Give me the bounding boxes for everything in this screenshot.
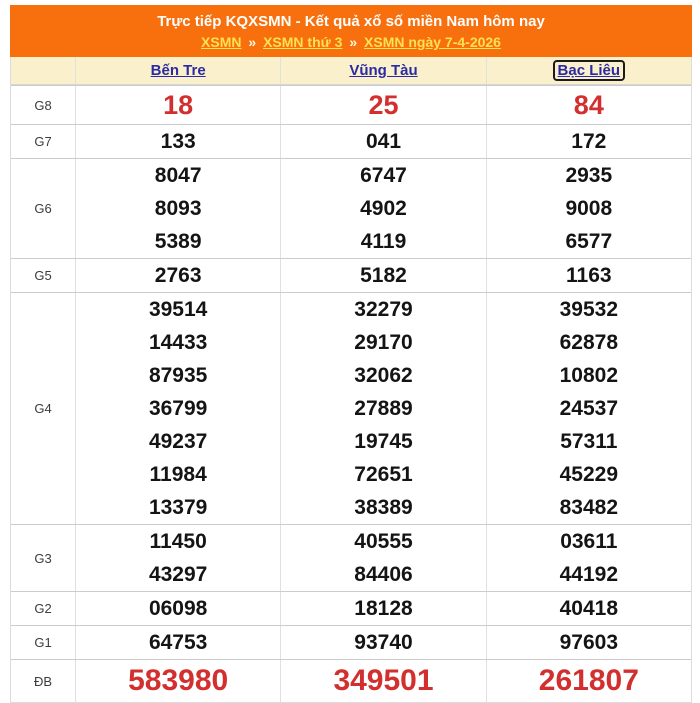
page-title: Trực tiếp KQXSMN - Kết quả xổ số miền Na…: [157, 13, 545, 30]
result-number: 041: [365, 130, 402, 153]
prize-label-g1: G1: [34, 635, 52, 650]
result-number: 36799: [148, 397, 208, 420]
lottery-widget: Trực tiếp KQXSMN - Kết quả xổ số miền Na…: [10, 5, 692, 703]
prize-row-g5: G5 2763 5182 1163: [11, 258, 691, 292]
banner: Trực tiếp KQXSMN - Kết quả xổ số miền Na…: [10, 5, 692, 57]
result-number: 6577: [565, 230, 613, 253]
prize-label-g4: G4: [34, 401, 52, 416]
result-number: 18: [163, 90, 194, 120]
prize-label-g8: G8: [34, 97, 52, 113]
province-link-ben-tre[interactable]: Bến Tre: [150, 62, 206, 79]
result-number: 40418: [559, 597, 619, 620]
breadcrumb: XSMN » XSMN thứ 3 » XSMN ngày 7-4-2026: [10, 32, 692, 52]
result-number: 29170: [354, 331, 413, 354]
corner-cell: [11, 57, 75, 84]
prize-label-g2: G2: [34, 601, 52, 616]
result-number: 10802: [559, 364, 619, 387]
province-header-bac-lieu: Bạc Liêu: [485, 57, 691, 84]
result-number: 2935: [565, 164, 613, 187]
result-number: 4119: [360, 230, 407, 253]
result-number: 97603: [559, 631, 619, 654]
results-table: Bến Tre Vũng Tàu Bạc Liêu G8 18 25 84 G7…: [10, 57, 692, 703]
result-number: 27889: [354, 397, 413, 420]
province-link-vung-tau[interactable]: Vũng Tàu: [349, 62, 418, 79]
result-number: 25: [368, 90, 399, 120]
result-number: 57311: [560, 430, 618, 453]
result-number: 32279: [354, 298, 413, 321]
prize-row-g1: G1 64753 93740 97603: [11, 625, 691, 659]
result-number: 14433: [148, 331, 208, 354]
result-number: 83482: [559, 496, 619, 519]
breadcrumb-link-xsmn[interactable]: XSMN: [201, 34, 242, 50]
breadcrumb-link-xsmn-thu-3[interactable]: XSMN thứ 3: [263, 34, 343, 50]
result-number: 19745: [354, 430, 413, 453]
province-header-ben-tre: Bến Tre: [75, 57, 280, 84]
result-number: 44192: [559, 563, 619, 586]
prize-label-db: ĐB: [33, 673, 53, 689]
result-number: 11450: [149, 530, 207, 553]
result-number: 8047: [154, 164, 202, 187]
result-number: 84406: [354, 563, 413, 586]
prize-row-g3: G3 11450 43297 40555 84406 03611 44192: [11, 524, 691, 591]
result-number: 6747: [360, 164, 407, 187]
result-number: 39514: [148, 298, 208, 321]
result-number: 9008: [565, 197, 613, 220]
result-number: 172: [571, 130, 607, 153]
result-number: 13379: [148, 496, 208, 519]
province-link-bac-lieu[interactable]: Bạc Liêu: [552, 60, 626, 81]
result-number: 133: [160, 130, 196, 153]
result-number: 87935: [148, 364, 208, 387]
breadcrumb-link-xsmn-ngay-7-4-2026[interactable]: XSMN ngày 7-4-2026: [364, 34, 501, 50]
result-number: 5182: [360, 264, 407, 287]
prize-label-g5: G5: [34, 268, 52, 283]
result-number: 349501: [333, 664, 434, 697]
province-header-row: Bến Tre Vũng Tàu Bạc Liêu: [11, 57, 691, 85]
prize-row-g7: G7 133 041 172: [11, 124, 691, 158]
result-number: 18128: [354, 597, 413, 620]
result-number: 38389: [354, 496, 413, 519]
breadcrumb-separator: »: [248, 34, 257, 50]
result-number: 43297: [148, 563, 208, 586]
province-header-vung-tau: Vũng Tàu: [280, 57, 485, 84]
result-number: 06098: [148, 597, 208, 620]
prize-label-g7: G7: [34, 134, 52, 149]
result-number: 84: [573, 90, 604, 120]
prize-row-g8: G8 18 25 84: [11, 85, 691, 124]
result-number: 24537: [559, 397, 619, 420]
result-number: 32062: [354, 364, 413, 387]
result-number: 2763: [154, 264, 202, 287]
result-number: 11984: [149, 463, 207, 486]
result-number: 45229: [559, 463, 619, 486]
result-number: 8093: [154, 197, 202, 220]
result-number: 39532: [559, 298, 619, 321]
prize-row-g2: G2 06098 18128 40418: [11, 591, 691, 625]
prize-label-g3: G3: [34, 550, 52, 566]
prize-label-g6: G6: [34, 201, 52, 216]
prize-row-db: ĐB 583980 349501 261807: [11, 659, 691, 702]
result-number: 261807: [538, 664, 639, 697]
prize-row-g6: G6 8047 8093 5389 6747 4902 4119 2935 90…: [11, 158, 691, 258]
result-number: 1163: [566, 264, 612, 287]
result-number: 583980: [128, 664, 229, 697]
result-number: 40555: [354, 530, 413, 553]
prize-row-g4: G4 39514 14433 87935 36799 49237 11984 1…: [11, 292, 691, 524]
result-number: 03611: [560, 530, 618, 553]
result-number: 93740: [354, 631, 413, 654]
result-number: 64753: [148, 631, 208, 654]
result-number: 72651: [354, 463, 413, 486]
result-number: 49237: [148, 430, 208, 453]
result-number: 4902: [360, 197, 407, 220]
breadcrumb-separator: »: [349, 34, 358, 50]
result-number: 5389: [154, 230, 202, 253]
result-number: 62878: [559, 331, 619, 354]
